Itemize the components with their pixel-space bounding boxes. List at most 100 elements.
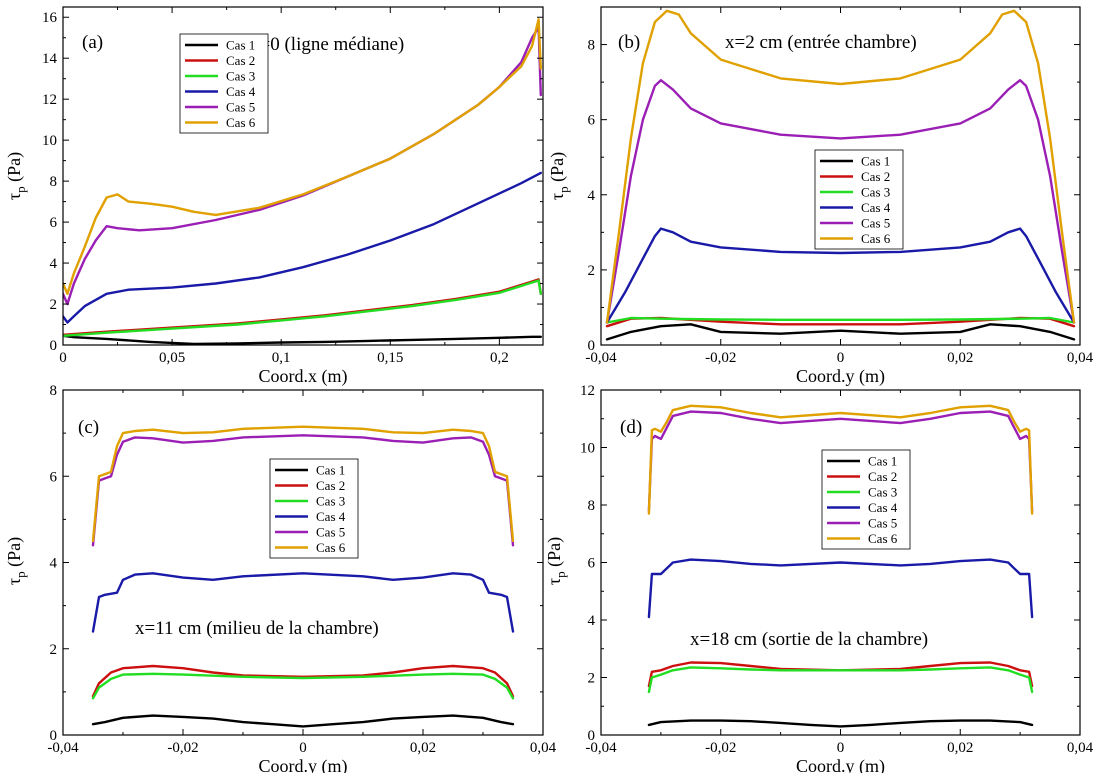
y-tick-label: 8	[588, 498, 596, 514]
x-tick-label: 0,02	[410, 740, 436, 756]
x-tick-label: -0,02	[167, 740, 198, 756]
legend-label: Cas 4	[861, 200, 891, 215]
y-tick-label: 0	[588, 338, 596, 354]
y-tick-label: 2	[588, 263, 596, 279]
y-axis-label-main: τ	[547, 193, 567, 200]
y-tick-label: 4	[588, 188, 596, 204]
y-tick-label: 8	[50, 383, 58, 399]
legend-box	[269, 458, 359, 559]
x-axis-label: Coord.x (m)	[259, 366, 348, 387]
x-axis-label: Coord.y (m)	[259, 756, 348, 773]
chart-panel-3: -0,04 -0,02 0 0,02 0,04 0 2 4 6 8 Coord.y (m) τp (P…	[4, 383, 557, 773]
y-tick-label: 10	[580, 441, 595, 457]
legend-label: Cas 2	[868, 469, 897, 484]
series-line-cas-5	[63, 26, 542, 306]
plot-frame	[62, 389, 544, 736]
y-tick-label: 0	[588, 728, 596, 744]
y-tick-label: 14	[42, 51, 58, 67]
legend-label: Cas 2	[226, 53, 255, 68]
x-axis-label: Coord.y (m)	[796, 366, 885, 387]
panel-label: (c)	[78, 417, 99, 438]
y-axis-label: τp (Pa)	[544, 537, 568, 585]
series-line-cas-4	[647, 558, 1034, 619]
chart-panel-4: -0,04 -0,02 0 0,02 0,04 0 2 4 6 8 10 12 Coord.y (m) τ…	[544, 383, 1094, 773]
y-tick-label: 12	[580, 383, 595, 399]
x-tick-label: -0,02	[705, 740, 736, 756]
x-tick-label: 0,04	[1067, 350, 1094, 366]
legend-label: Cas 4	[226, 84, 256, 99]
legend-label: Cas 5	[861, 216, 890, 231]
panel-label: (d)	[620, 417, 642, 438]
legend-label: Cas 6	[861, 231, 891, 246]
y-tick-label: 16	[42, 10, 58, 26]
x-tick-label: 0	[837, 740, 845, 756]
series-line-cas-2	[63, 278, 542, 336]
legend-label: Cas 2	[861, 169, 890, 184]
y-tick-label: 6	[50, 469, 58, 485]
panel-annotation: y=0 (ligne médiane)	[250, 34, 404, 55]
y-tick-label: 8	[588, 38, 596, 54]
legend-label: Cas 4	[316, 509, 346, 524]
series-line-cas-2	[647, 661, 1034, 688]
y-tick-label: 6	[588, 556, 596, 572]
x-tick-label: 0	[59, 350, 67, 366]
x-tick-label: -0,04	[585, 350, 617, 366]
x-tick-label: 0	[299, 740, 307, 756]
legend-label: Cas 5	[226, 100, 255, 115]
panel-annotation: x=11 cm (milieu de la chambre)	[135, 618, 379, 639]
legend-label: Cas 1	[868, 454, 897, 469]
legend-label: Cas 1	[226, 38, 255, 53]
y-tick-label: 2	[588, 671, 596, 687]
series-line-cas-5	[605, 79, 1076, 324]
y-axis-label-sub: p	[553, 571, 568, 578]
y-axis-label: τp (Pa)	[4, 537, 28, 585]
series-line-cas-5	[647, 410, 1034, 512]
y-axis-label-sub: p	[13, 571, 28, 578]
y-axis-label-sub: p	[556, 186, 571, 193]
y-axis-label: τp (Pa)	[4, 152, 28, 200]
legend-label: Cas 3	[316, 494, 345, 509]
y-tick-label: 4	[50, 256, 58, 272]
y-tick-label: 0	[50, 728, 58, 744]
x-tick-label: 0,02	[947, 350, 973, 366]
series-line-cas-1	[647, 719, 1034, 728]
series-line-cas-3	[605, 316, 1076, 324]
x-tick-label: 0,2	[490, 350, 509, 366]
legend-label: Cas 4	[868, 500, 898, 515]
legend-label: Cas 5	[868, 516, 897, 531]
series-line-cas-1	[605, 323, 1076, 341]
x-tick-label: 0	[837, 350, 845, 366]
y-axis-label-sub: p	[13, 186, 28, 193]
x-axis-label: Coord.y (m)	[796, 756, 885, 773]
series-line-cas-5	[91, 434, 515, 547]
legend-label: Cas 6	[316, 540, 346, 555]
y-axis-label-main: τ	[4, 578, 24, 585]
x-tick-label: -0,04	[47, 740, 79, 756]
legend-box	[179, 33, 269, 134]
y-axis-label-main: τ	[544, 578, 564, 585]
series-line-cas-4	[605, 227, 1076, 324]
legend-label: Cas 3	[868, 485, 897, 500]
series-line-cas-4	[91, 572, 515, 633]
y-axis-label-unit: (Pa)	[4, 152, 25, 187]
series-line-cas-6	[647, 404, 1034, 515]
legend-box	[821, 449, 911, 550]
y-tick-label: 8	[50, 174, 58, 190]
y-tick-label: 4	[50, 556, 58, 572]
legend-box	[814, 149, 904, 250]
x-tick-label: -0,04	[585, 740, 617, 756]
y-axis-label-unit: (Pa)	[547, 152, 568, 187]
chart-panel-2: -0,04 -0,02 0 0,02 0,04 0 2 4 6 8 Coord.y (m) τp (P…	[547, 6, 1094, 387]
x-tick-label: 0,15	[377, 350, 403, 366]
series-line-cas-3	[63, 279, 542, 337]
x-tick-label: 0,04	[530, 740, 557, 756]
panel-label: (a)	[82, 32, 103, 53]
x-tick-label: 0,1	[272, 350, 291, 366]
y-tick-label: 6	[50, 215, 58, 231]
y-tick-label: 2	[50, 297, 58, 313]
legend-label: Cas 1	[861, 154, 890, 169]
